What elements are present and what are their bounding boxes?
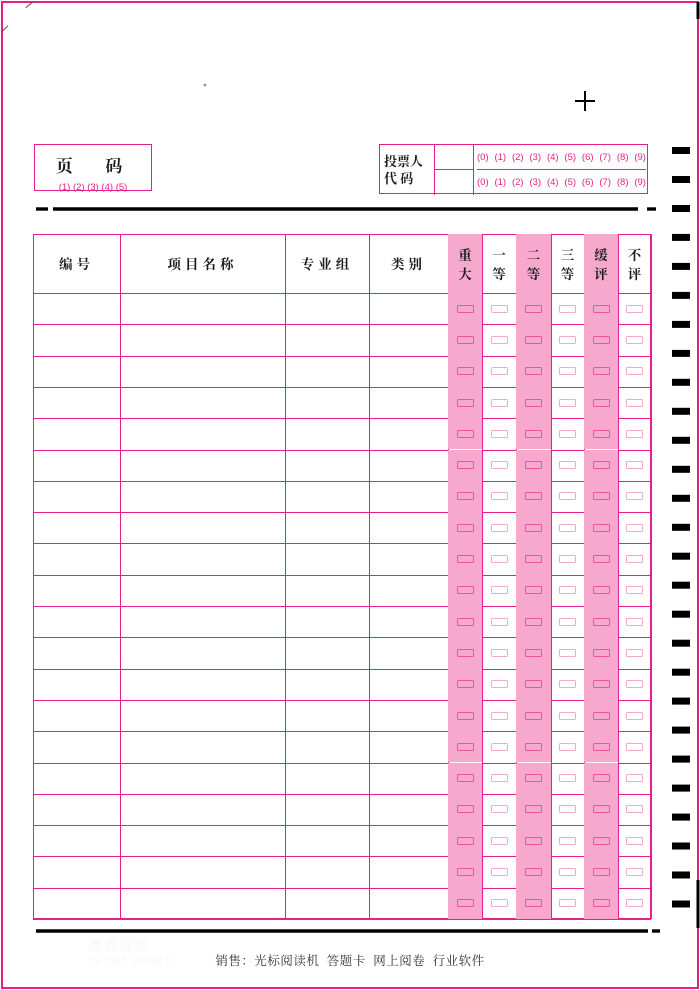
svg-text:IN THE WORLD: IN THE WORLD	[88, 953, 173, 969]
svg-text:维普资讯: 维普资讯	[88, 934, 148, 955]
